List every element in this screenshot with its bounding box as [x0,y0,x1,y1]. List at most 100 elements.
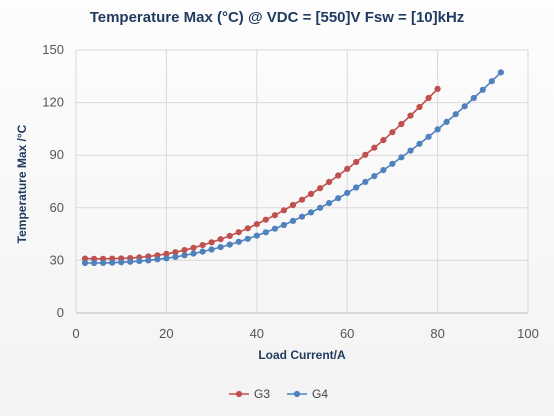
data-point [425,94,432,102]
data-point [154,256,161,263]
data-point [425,133,432,140]
data-point [127,258,134,265]
legend-item-G4: G4 [287,387,328,401]
data-point [461,103,468,110]
data-point [100,259,107,266]
data-point [235,229,242,236]
data-point [208,239,215,246]
y-tick-label: 120 [42,95,64,110]
data-point [271,225,278,232]
data-point [380,167,387,174]
x-tick-labels: 0 20 40 60 80 100 [72,326,538,341]
data-point [244,225,251,232]
data-point [262,229,269,236]
y-tick-label: 0 [57,305,64,320]
data-point [190,244,197,251]
data-point [362,178,369,185]
data-point [407,112,414,119]
x-tick-label: 0 [72,326,79,341]
data-point [344,165,351,172]
data-point [136,258,143,265]
series-G3 [81,85,441,262]
y-axis-title: Temperature Max /°C [15,124,29,243]
legend-marker [293,390,301,398]
data-point [208,246,215,253]
y-tick-label: 60 [50,200,64,215]
x-tick-label: 20 [159,326,173,341]
data-point [434,85,441,92]
data-point [317,204,324,211]
data-point [226,232,233,239]
data-point [253,232,260,239]
x-tick-label: 100 [517,326,539,341]
data-point [280,221,287,229]
data-point [199,242,206,249]
data-point [289,217,297,224]
data-point [307,209,315,216]
data-point [118,259,125,266]
y-tick-labels: 0 30 60 90 120 150 [42,42,64,320]
data-point [497,69,504,76]
data-point [335,195,342,202]
y-tick-label: 90 [50,147,64,162]
data-point [81,255,89,262]
data-point [109,259,116,266]
data-point [362,151,369,158]
data-point [163,250,170,257]
data-series [81,69,504,267]
data-point [371,173,378,180]
series-line [84,88,439,260]
data-point [271,212,278,219]
data-point [317,185,324,192]
data-point [298,196,306,203]
data-point [217,236,224,243]
x-tick-label: 60 [340,326,354,341]
x-tick-label: 80 [430,326,444,341]
data-point [335,172,342,179]
data-point [235,238,242,245]
data-point [344,189,351,196]
data-point [81,259,89,267]
data-point [253,221,260,228]
data-point [407,147,414,154]
data-point [326,178,333,186]
data-point [298,213,306,220]
data-point [217,244,224,251]
data-point [163,255,170,262]
legend-marker [235,390,243,398]
data-point [289,201,297,209]
data-point [398,154,405,161]
x-axis-title: Load Current/A [258,348,346,362]
data-point [91,259,98,267]
data-point [190,250,197,257]
data-point [416,103,423,111]
data-point [443,118,450,125]
data-point [326,200,333,207]
x-tick-label: 40 [250,326,264,341]
data-point [371,144,378,151]
data-point [145,257,152,264]
chart-title: Temperature Max (°C) @ VDC = [550]V Fsw … [89,9,465,26]
data-point [389,160,396,167]
data-point [353,158,360,166]
gridlines [75,49,529,314]
data-point [434,126,441,133]
data-point [181,247,188,254]
data-point [280,207,287,214]
data-point [488,78,495,85]
legend: G3 G4 [229,387,328,401]
data-point [262,216,269,223]
data-point [470,94,477,102]
data-point [398,120,405,128]
data-point [199,248,206,255]
data-point [244,235,251,242]
legend-item-G3: G3 [229,387,270,401]
data-point [416,140,423,147]
y-tick-label: 30 [50,252,64,267]
data-point [307,190,315,197]
data-point [353,184,360,191]
data-point [181,252,188,259]
data-point [479,86,486,93]
